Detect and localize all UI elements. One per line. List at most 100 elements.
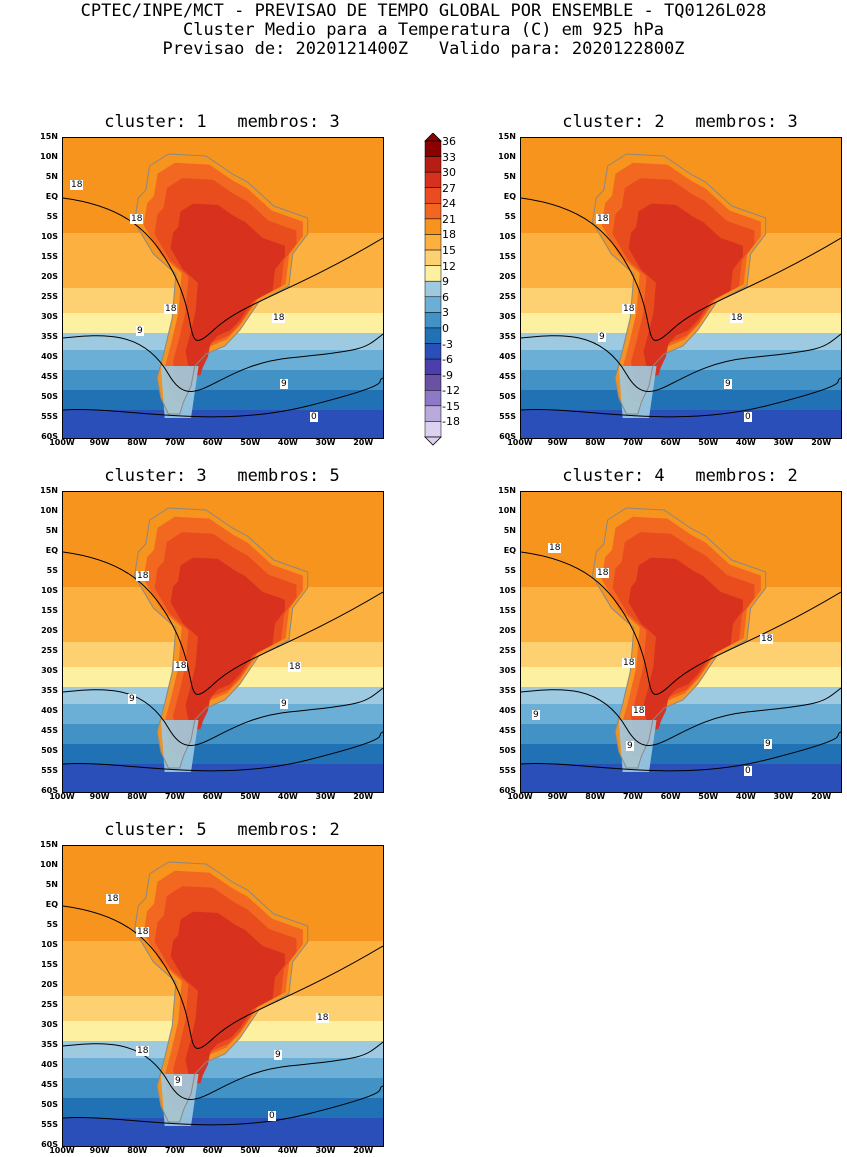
latitude-tick-label: EQ	[503, 546, 516, 555]
temperature-band	[63, 764, 383, 792]
colorbar-level-label: 6	[442, 290, 449, 304]
colorbar-level-label: -6	[442, 353, 453, 367]
latitude-tick-label: 5S	[504, 212, 516, 221]
contour-line	[63, 905, 383, 1049]
longitude-tick-label: 70W	[622, 438, 643, 447]
colorbar-swatch	[424, 312, 442, 329]
longitude-tick-label: 100W	[507, 792, 533, 801]
latitude-tick-label: 45S	[41, 1080, 58, 1089]
temperature-band	[63, 1118, 383, 1146]
contour-label: 0	[744, 766, 752, 776]
temperature-map	[62, 137, 384, 439]
chart-title-line2: Cluster Medio para a Temperatura (C) em …	[182, 20, 665, 40]
colorbar-swatch	[424, 203, 442, 220]
latitude-tick-label: EQ	[503, 192, 516, 201]
chart-title-line1: CPTEC/INPE/MCT - PREVISAO DE TEMPO GLOBA…	[80, 1, 767, 21]
temperature-map	[520, 137, 842, 439]
latitude-tick-label: 25S	[41, 292, 58, 301]
contour-label: 0	[268, 1111, 276, 1121]
latitude-tick-label: 40S	[41, 706, 58, 715]
contour-line	[63, 333, 383, 392]
colorbar-swatch	[424, 187, 442, 204]
latitude-tick-label: 45S	[499, 726, 516, 735]
contour-line	[63, 1085, 383, 1126]
latitude-tick-label: 10S	[499, 586, 516, 595]
colorbar-swatch	[424, 156, 442, 173]
colorbar-level-label: -9	[442, 368, 453, 382]
latitude-tick-label: 20S	[41, 272, 58, 281]
latitude-tick-label: 5N	[45, 172, 58, 181]
colorbar-swatch	[424, 171, 442, 188]
land-temperature-area	[170, 911, 285, 1084]
temperature-band	[63, 390, 383, 410]
contour-label: 0	[744, 412, 752, 422]
longitude-tick-label: 60W	[202, 1146, 223, 1155]
latitude-tick-label: 5N	[503, 172, 516, 181]
longitude-tick-label: 80W	[127, 1146, 148, 1155]
panel-title: cluster: 4 membros: 2	[562, 466, 798, 486]
latitude-tick-label: 50S	[41, 746, 58, 755]
longitude-tick-label: 90W	[89, 792, 110, 801]
temperature-band	[63, 370, 383, 390]
latitude-tick-label: 10N	[498, 506, 516, 515]
colorbar-level-label: 12	[442, 259, 456, 273]
latitude-tick-label: 10S	[41, 940, 58, 949]
contour-label: 18	[596, 214, 610, 224]
latitude-tick-label: 40S	[499, 352, 516, 361]
contour-label: 9	[136, 326, 144, 336]
coastline	[591, 153, 767, 415]
latitude-tick-label: 35S	[499, 686, 516, 695]
contour-line	[521, 731, 841, 772]
latitude-tick-label: 50S	[41, 392, 58, 401]
latitude-tick-label: 30S	[499, 666, 516, 675]
latitude-tick-label: 25S	[499, 292, 516, 301]
longitude-tick-label: 30W	[773, 438, 794, 447]
longitude-tick-label: 60W	[202, 792, 223, 801]
longitude-tick-label: 20W	[353, 438, 374, 447]
contour-label: 9	[274, 1050, 282, 1060]
colorbar-level-label: 30	[442, 166, 456, 180]
panel-title: cluster: 5 membros: 2	[104, 820, 340, 840]
contour-label: 18	[548, 543, 562, 553]
latitude-tick-label: 5N	[45, 880, 58, 889]
longitude-tick-label: 30W	[773, 792, 794, 801]
latitude-tick-label: 10S	[41, 232, 58, 241]
latitude-tick-label: EQ	[45, 546, 58, 555]
coastline	[133, 507, 309, 769]
land-temperature-area	[160, 1074, 199, 1126]
temperature-map	[62, 491, 384, 793]
latitude-tick-label: 5S	[46, 212, 58, 221]
colorbar-level-label: -18	[442, 415, 460, 429]
contour-line	[521, 333, 841, 392]
latitude-tick-label: 25S	[41, 646, 58, 655]
longitude-tick-label: 100W	[49, 792, 75, 801]
longitude-tick-label: 20W	[353, 792, 374, 801]
latitude-tick-label: 15N	[498, 486, 516, 495]
longitude-tick-label: 70W	[622, 792, 643, 801]
colorbar-swatch	[424, 421, 442, 438]
contour-label: 18	[272, 313, 286, 323]
temperature-band	[521, 370, 841, 390]
latitude-tick-label: 50S	[41, 1100, 58, 1109]
latitude-tick-label: 15S	[41, 960, 58, 969]
latitude-tick-label: 40S	[499, 706, 516, 715]
colorbar-level-label: 18	[442, 228, 456, 242]
latitude-tick-label: 35S	[41, 1040, 58, 1049]
longitude-tick-label: 90W	[547, 438, 568, 447]
latitude-tick-label: 15S	[499, 252, 516, 261]
latitude-tick-label: 50S	[499, 746, 516, 755]
colorbar-swatch	[424, 358, 442, 375]
longitude-tick-label: 50W	[240, 792, 261, 801]
temperature-band	[521, 744, 841, 764]
longitude-tick-label: 30W	[315, 1146, 336, 1155]
temperature-map	[62, 845, 384, 1147]
contour-label: 18	[622, 658, 636, 668]
latitude-tick-label: 45S	[499, 372, 516, 381]
longitude-tick-label: 90W	[89, 1146, 110, 1155]
contour-label: 18	[632, 706, 646, 716]
colorbar-swatch	[424, 390, 442, 407]
temperature-band	[63, 704, 383, 724]
coastline	[133, 861, 309, 1123]
latitude-tick-label: 5S	[46, 920, 58, 929]
colorbar-level-label: 36	[442, 135, 456, 148]
